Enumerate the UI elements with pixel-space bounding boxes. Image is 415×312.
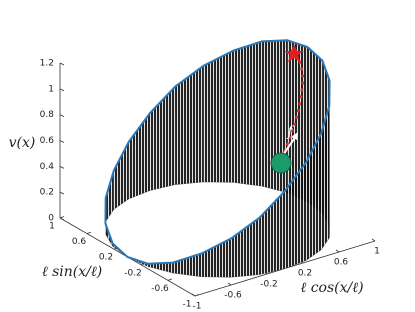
top-curve: [104, 39, 331, 265]
z-tick-label: 0.8: [40, 110, 55, 120]
ribbon-panel: [321, 105, 330, 250]
x-tick-label: -1: [193, 302, 202, 312]
y-axis-label: ℓ sin(x/ℓ): [42, 264, 102, 280]
ribbon-panel: [172, 253, 202, 277]
ribbon-panel: [113, 141, 129, 210]
x-tick-label: 0.6: [334, 258, 349, 268]
x-tick-label: -0.6: [224, 291, 242, 301]
z-tick: [59, 140, 65, 143]
y-tick-label: -1: [183, 300, 192, 310]
y-tick: [59, 216, 65, 219]
force-arrow: [282, 135, 297, 156]
ribbon-panel: [128, 113, 150, 199]
y-tick-label: -0.2: [124, 268, 142, 278]
annotation: f: [286, 124, 295, 140]
z-tick: [59, 217, 65, 221]
x-tick-label: 0.2: [298, 269, 312, 279]
x-tick: [227, 282, 232, 286]
x-tick-label: -0.2: [260, 280, 278, 290]
y-tick: [167, 278, 173, 281]
ribbon: 0 0.2 0.4 0.6 0.8 1 1.2 -1 -0.6 -0.2 0.2 0.6 1 -1 -0.6…: [40, 39, 380, 312]
z-tick-label: 0.2: [40, 188, 54, 198]
ribbon-panel: [285, 162, 307, 269]
ribbon-panel: [203, 50, 234, 183]
ribbon-panel: [287, 40, 308, 202]
ribbon-panel: [306, 133, 322, 261]
z-tick-label: 0: [48, 214, 54, 224]
y-tick-label: -0.6: [151, 284, 169, 294]
ribbon-panel: [105, 170, 114, 222]
z-tick-label: 1.2: [40, 59, 54, 69]
z-tick: [59, 114, 65, 118]
ribbon-panel: [231, 217, 260, 278]
z-axis-label: v(x): [9, 135, 36, 151]
y-tick: [194, 294, 200, 297]
z-tick: [59, 191, 65, 195]
y-tick-label: 1: [49, 222, 55, 232]
z-tick-label: 0.6: [40, 136, 55, 146]
arrow-head: [291, 132, 298, 140]
z-tick-label: 0.4: [40, 162, 55, 172]
ribbon-panel: [147, 262, 173, 273]
z-tick: [59, 62, 65, 66]
z-tick: [59, 88, 65, 92]
y-tick-label: 0.2: [99, 253, 113, 263]
ribbon-panel: [233, 41, 263, 187]
ribbon-panel: [150, 86, 176, 191]
x-axis-label: ℓ cos(x/ℓ): [300, 280, 363, 296]
y-tick-label: 0.6: [72, 237, 87, 247]
star-marker: [284, 44, 304, 62]
x-tick-label: 1: [374, 247, 380, 257]
x-tick: [335, 249, 340, 253]
ribbon-panel: [201, 238, 232, 278]
y-tick: [86, 231, 92, 234]
z-tick-label: 1: [48, 84, 54, 94]
ball: [270, 152, 292, 174]
ribbon-panel: [175, 65, 204, 185]
z-tick: [59, 165, 65, 169]
x-tick: [191, 293, 196, 297]
x-tick: [371, 238, 376, 242]
